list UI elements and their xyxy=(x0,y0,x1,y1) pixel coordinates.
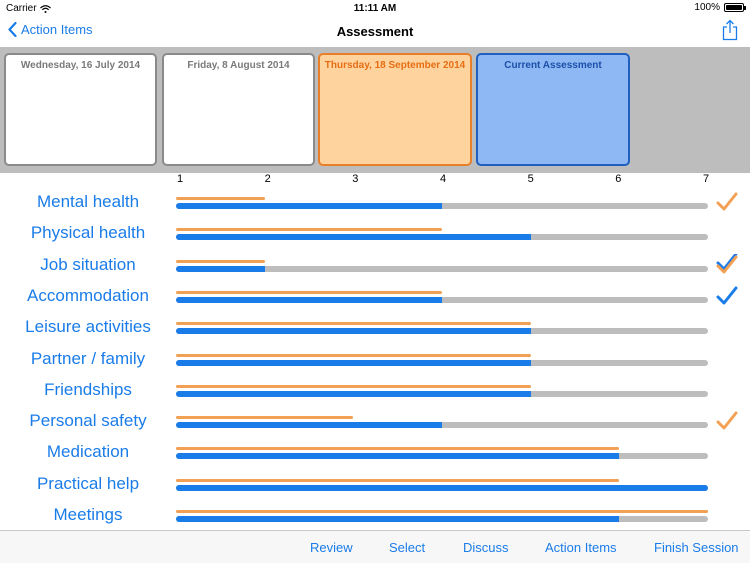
back-button[interactable]: Action Items xyxy=(8,22,93,37)
review-button[interactable]: Review xyxy=(310,540,353,555)
current-rating-bar xyxy=(176,203,442,209)
checkmark-icon xyxy=(716,286,738,305)
finish-session-button[interactable]: Finish Session xyxy=(654,540,739,555)
current-rating-bar xyxy=(176,422,442,429)
previous-rating-bar xyxy=(176,228,442,232)
rating-item-label[interactable]: Accommodation xyxy=(27,285,149,305)
rating-item-label[interactable]: Medication xyxy=(46,442,130,462)
rating-item-label[interactable]: Physical health xyxy=(30,223,146,243)
carrier-info: Carrier xyxy=(6,3,51,14)
previous-rating-bar xyxy=(176,259,265,263)
rating-track[interactable] xyxy=(176,296,708,303)
battery-status: 100% xyxy=(694,2,746,13)
rating-item-label[interactable]: Personal safety xyxy=(29,411,147,431)
current-rating-bar xyxy=(176,484,708,491)
scale-tick-1: 1 xyxy=(176,173,184,185)
rating-item-label[interactable]: Meetings xyxy=(53,505,123,524)
carrier-label: Carrier xyxy=(6,3,37,14)
rating-item-label[interactable]: Practical help xyxy=(36,473,140,493)
rating-track[interactable] xyxy=(176,265,708,272)
battery-percent: 100% xyxy=(694,2,720,13)
wifi-icon xyxy=(39,4,51,13)
navigation-bar: Action Items Assessment xyxy=(0,16,750,47)
current-rating-bar xyxy=(176,296,442,303)
scale-tick-2: 2 xyxy=(264,173,271,185)
battery-icon xyxy=(724,3,746,12)
previous-rating-bar xyxy=(176,416,354,420)
scale-tick-3: 3 xyxy=(352,173,359,185)
assessment-card-label: Current Assessment xyxy=(504,60,602,71)
previous-rating-bar xyxy=(176,510,708,513)
current-rating-bar xyxy=(176,390,531,397)
rating-item-label[interactable]: Partner / family xyxy=(30,348,146,368)
back-button-label: Action Items xyxy=(21,22,93,37)
rating-item-label[interactable]: Leisure activities xyxy=(25,317,151,337)
previous-rating-bar xyxy=(176,322,531,326)
share-button[interactable] xyxy=(722,19,738,46)
discuss-button[interactable]: Discuss xyxy=(463,540,509,555)
rating-item-label[interactable]: Mental health xyxy=(36,192,140,211)
clock: 11:11 AM xyxy=(353,3,397,14)
assessment-card-1[interactable]: Wednesday, 16 July 2014 xyxy=(4,53,157,166)
rating-item-label[interactable]: Friendships xyxy=(44,379,132,399)
current-assessment-card[interactable]: Current Assessment xyxy=(476,53,630,166)
previous-rating-bar xyxy=(176,197,265,200)
bottom-toolbar: Review Select Discuss Action Items Finis… xyxy=(0,530,750,563)
current-rating-bar xyxy=(176,453,620,460)
scale-tick-6: 6 xyxy=(615,173,622,185)
rating-item-label[interactable]: Job situation xyxy=(40,254,136,274)
checkmark-icon xyxy=(716,411,738,430)
page-title: Assessment xyxy=(336,24,414,39)
rating-track[interactable] xyxy=(176,203,708,209)
current-rating-bar xyxy=(176,234,531,241)
current-rating-bar xyxy=(176,359,531,366)
previous-rating-bar xyxy=(176,447,620,451)
action-items-button[interactable]: Action Items xyxy=(545,540,617,555)
status-bar: Carrier 11:11 AM 100% xyxy=(0,0,750,16)
checkmark-icon xyxy=(716,253,738,274)
assessment-card-label: Friday, 8 August 2014 xyxy=(187,60,290,71)
previous-rating-bar xyxy=(176,478,620,482)
share-icon xyxy=(722,19,738,41)
previous-rating-bar xyxy=(176,290,442,294)
previous-rating-bar xyxy=(176,353,531,357)
previous-rating-bar xyxy=(176,384,531,388)
current-rating-bar xyxy=(176,265,265,272)
select-button[interactable]: Select xyxy=(389,540,426,555)
chevron-left-icon xyxy=(8,22,17,37)
assessment-card-label: Wednesday, 16 July 2014 xyxy=(20,60,141,71)
current-rating-bar xyxy=(176,328,531,335)
assessment-card-3-selected[interactable]: Thursday, 18 September 2014 xyxy=(318,53,472,166)
assessment-card-2[interactable]: Friday, 8 August 2014 xyxy=(162,53,315,166)
assessment-selector: Wednesday, 16 July 2014 Friday, 8 August… xyxy=(0,47,750,173)
assessment-card-label: Thursday, 18 September 2014 xyxy=(324,60,466,71)
scale-tick-4: 4 xyxy=(439,173,447,185)
checkmark-icon xyxy=(716,192,738,211)
current-rating-bar xyxy=(176,516,620,522)
rating-track[interactable] xyxy=(176,422,708,429)
scale-tick-7: 7 xyxy=(702,173,710,185)
scale-tick-5: 5 xyxy=(527,173,534,185)
